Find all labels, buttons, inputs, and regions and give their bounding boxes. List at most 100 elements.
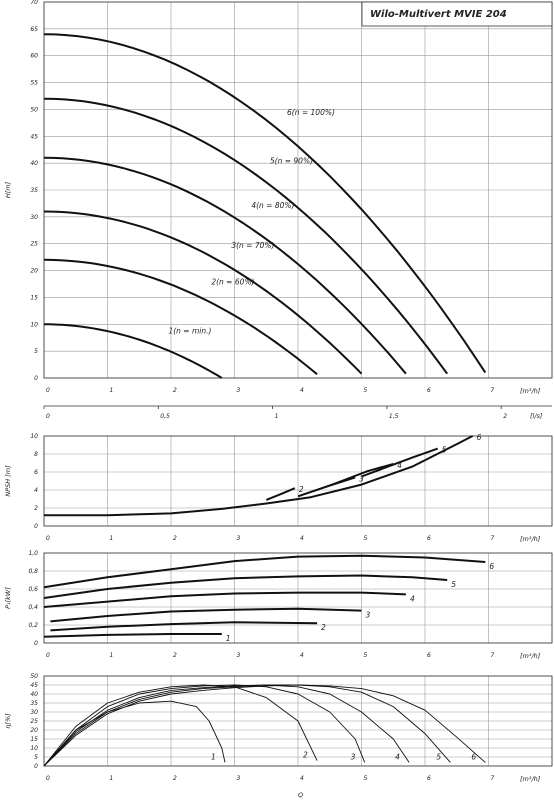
y-tick-label: 5 <box>34 348 38 355</box>
power-curve-2 <box>50 621 318 632</box>
efficiency-curve-label: 5 <box>436 752 441 761</box>
y-tick-label: 55 <box>30 80 38 87</box>
y-tick-label: 6 <box>34 469 38 476</box>
x-tick-label: 7 <box>491 387 495 394</box>
x-tick-label: 1 <box>110 652 114 659</box>
y-tick-label: 0,8 <box>28 568 38 575</box>
x-tick-label: 1 <box>110 535 114 542</box>
y-tick-label: 10 <box>30 321 38 328</box>
head-curve-label: 2(n = 60%) <box>211 277 254 286</box>
head-curve-4 <box>43 156 407 375</box>
power-curve-5 <box>43 574 448 599</box>
y-tick-label: 30 <box>30 709 38 716</box>
secondary-x-tick-label: 0 <box>46 413 50 420</box>
y-tick-label: 20 <box>30 268 38 275</box>
y-tick-label: 0,6 <box>28 586 38 593</box>
power-curve-3 <box>50 607 362 623</box>
x-tick-label: 5 <box>364 387 368 394</box>
y-axis-label: η[%] <box>4 713 12 729</box>
grid <box>43 435 553 527</box>
efficiency-curve-3 <box>43 684 366 767</box>
head-curve-label: 5(n = 90%) <box>270 156 313 165</box>
power-curve-label: 6 <box>489 562 494 571</box>
y-axis-label: NPSH [m] <box>4 465 12 497</box>
efficiency-curve-4 <box>43 684 410 767</box>
plot-frame <box>43 435 553 527</box>
x-tick-label: 6 <box>427 775 431 782</box>
y-tick-label: 10 <box>30 745 38 752</box>
secondary-x-tick-label: 0,5 <box>160 413 170 420</box>
y-axis-label: P₁[kW] <box>4 587 12 609</box>
y-tick-label: 25 <box>30 718 38 725</box>
title-box: Wilo-Multivert MVIE 204 <box>361 1 553 27</box>
head-curve-6 <box>43 33 487 374</box>
head-curve-3 <box>43 210 363 375</box>
x-tick-label: 5 <box>364 535 368 542</box>
plot-frame <box>43 675 553 767</box>
y-tick-label: 50 <box>30 673 38 680</box>
x-tick-label: 3 <box>237 652 241 659</box>
x-unit-label: [m³/h] <box>520 652 541 660</box>
efficiency-curve-1 <box>43 700 226 767</box>
y-tick-label: 20 <box>30 727 38 734</box>
efficiency-curve-6 <box>43 684 486 767</box>
npsh-curve-4 <box>329 462 394 487</box>
power-curve-label: 5 <box>451 580 456 589</box>
x-tick-label: 3 <box>237 535 241 542</box>
y-tick-label: 45 <box>30 133 38 140</box>
efficiency-curve-2 <box>43 684 318 767</box>
x-tick-label: 6 <box>427 535 431 542</box>
y-tick-label: 1,0 <box>28 550 38 557</box>
efficiency-curve-label: 1 <box>211 752 216 761</box>
x-unit-label: [m³/h] <box>520 535 541 543</box>
y-tick-label: 40 <box>30 691 38 698</box>
chart-title: Wilo-Multivert MVIE 204 <box>370 9 507 20</box>
y-tick-label: 8 <box>34 451 38 458</box>
secondary-x-tick-label: 1,5 <box>389 413 399 420</box>
npsh-curve-5 <box>361 447 439 478</box>
power-curve-4 <box>43 591 406 608</box>
y-tick-label: 15 <box>30 294 38 301</box>
x-tick-label: 7 <box>491 535 495 542</box>
x-tick-label: 6 <box>427 652 431 659</box>
plot-frame <box>43 1 553 379</box>
x-tick-label: 6 <box>427 387 431 394</box>
x-tick-label: 5 <box>364 775 368 782</box>
x-tick-label: 0 <box>46 775 50 782</box>
x-tick-label: 4 <box>300 652 304 659</box>
npsh-curve-2 <box>265 487 296 501</box>
efficiency-curve-label: 3 <box>351 752 356 761</box>
grid <box>43 552 553 644</box>
secondary-x-tick-label: 1 <box>275 413 279 420</box>
npsh-curve-label: 4 <box>397 461 402 470</box>
power-curve-label: 3 <box>366 611 371 620</box>
npsh-curve-label: 2 <box>299 485 304 494</box>
secondary-x-tick-label: 2 <box>503 413 507 420</box>
x-tick-label: 0 <box>46 387 50 394</box>
npsh-curve-label: 3 <box>359 474 364 483</box>
x-tick-label: 0 <box>46 535 50 542</box>
x-tick-label: 7 <box>491 652 495 659</box>
y-tick-label: 70 <box>30 0 38 6</box>
efficiency-curve-5 <box>43 684 451 767</box>
y-tick-label: 40 <box>30 160 38 167</box>
y-tick-label: 0 <box>34 375 38 382</box>
x-tick-label: 1 <box>110 387 114 394</box>
head-curve-1 <box>44 323 223 379</box>
x-unit-label: [m³/h] <box>520 775 541 783</box>
y-axis-label: H[m] <box>4 181 12 198</box>
x-tick-label: 4 <box>300 775 304 782</box>
y-tick-label: 0 <box>34 763 38 770</box>
x-tick-label: 0 <box>46 652 50 659</box>
head-curve-label: 6(n = 100%) <box>287 108 335 117</box>
x-unit-label: [m³/h] <box>520 387 541 395</box>
x-tick-label: 2 <box>173 652 177 659</box>
x-tick-label: 4 <box>300 387 304 394</box>
y-tick-label: 10 <box>30 433 38 440</box>
y-tick-label: 0,4 <box>28 604 38 611</box>
head-curve-5 <box>43 97 449 375</box>
